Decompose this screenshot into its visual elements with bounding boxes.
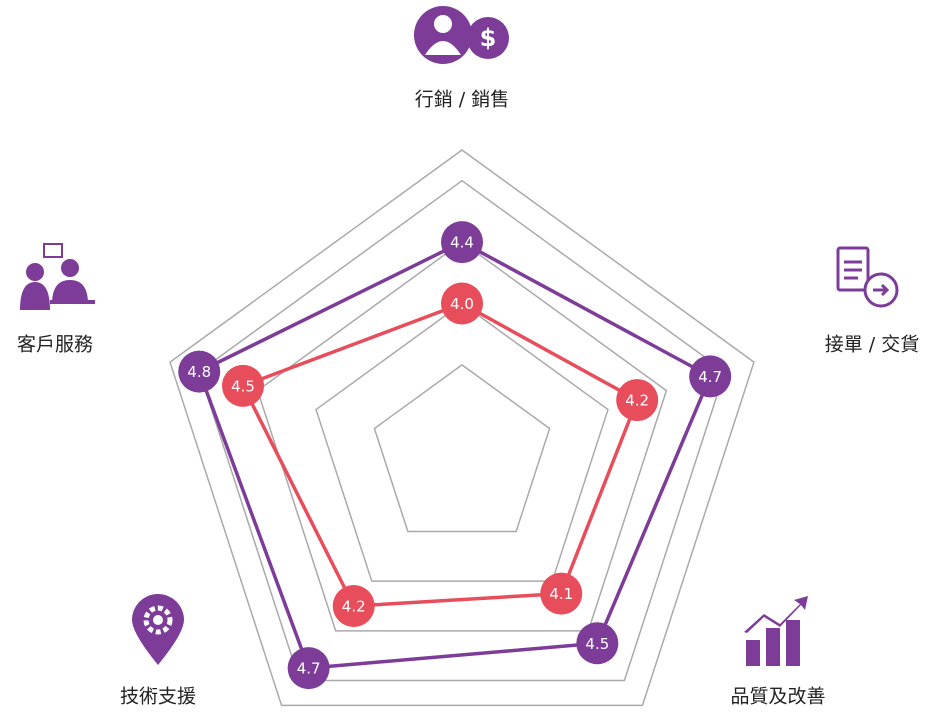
data-label: 4.2 xyxy=(625,392,649,410)
icon-service xyxy=(20,243,95,310)
series-line xyxy=(241,301,639,608)
data-label: 4.7 xyxy=(297,660,321,678)
icon-tech xyxy=(132,594,184,665)
data-point xyxy=(441,221,483,264)
data-label: 4.0 xyxy=(450,295,474,313)
category-label: 行銷 / 銷售 xyxy=(415,89,509,111)
category-label: 品質及改善 xyxy=(730,686,825,708)
data-point xyxy=(689,355,732,398)
icon-quality xyxy=(744,596,808,666)
data-point xyxy=(178,350,221,393)
data-label: 4.2 xyxy=(342,598,366,616)
grid-ring xyxy=(169,149,755,707)
data-label: 4.1 xyxy=(549,585,573,603)
category-label: 客戶服務 xyxy=(17,334,93,356)
data-point xyxy=(332,585,375,628)
data-label: 4.5 xyxy=(585,635,609,653)
series-line xyxy=(197,240,712,670)
category-label: 技術支援 xyxy=(120,686,196,708)
data-point xyxy=(441,282,483,325)
grid-ring xyxy=(315,302,609,582)
data-point xyxy=(616,379,659,422)
grid-ring xyxy=(373,364,551,533)
data-point xyxy=(576,622,619,665)
category-label: 接單 / 交貨 xyxy=(825,334,919,356)
icon-order xyxy=(836,246,899,308)
data-label: 4.5 xyxy=(231,377,255,395)
data-point xyxy=(222,364,265,407)
data-point xyxy=(287,647,330,690)
icon-marketing: $ xyxy=(414,6,509,64)
svg-text:$: $ xyxy=(480,24,497,52)
data-label: 4.8 xyxy=(187,363,211,381)
data-point xyxy=(540,572,583,615)
data-label: 4.7 xyxy=(698,368,722,386)
grid-ring xyxy=(198,179,726,682)
data-label: 4.4 xyxy=(450,234,474,252)
